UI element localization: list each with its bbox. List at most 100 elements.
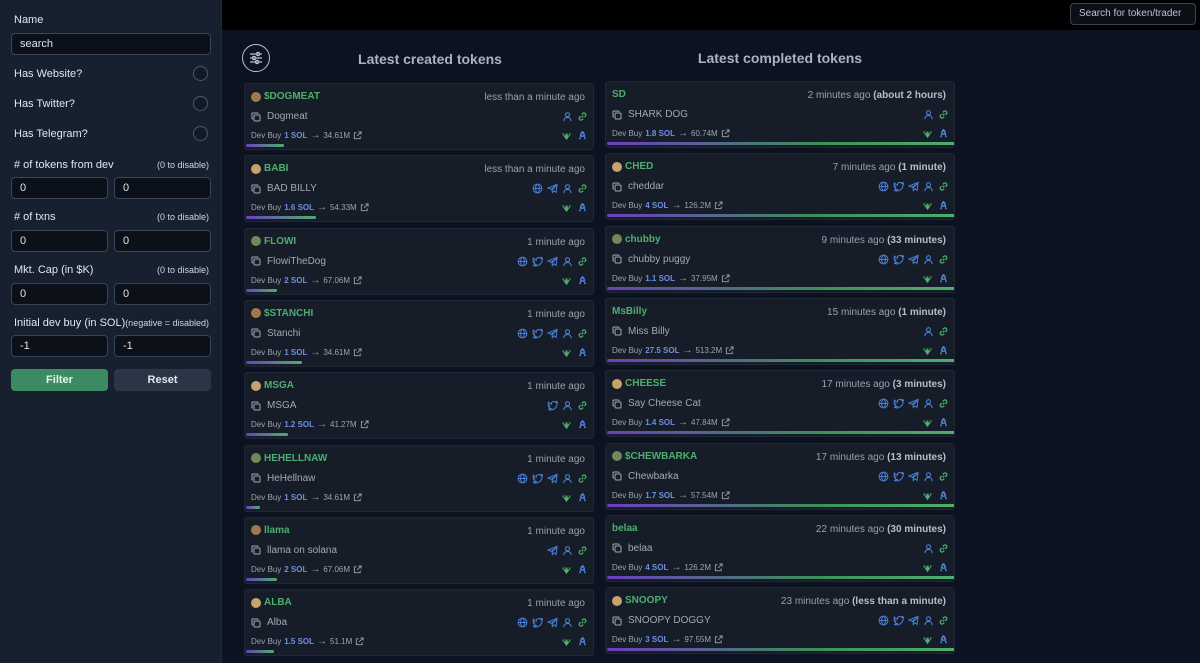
globe-icon[interactable]: [878, 254, 889, 265]
copy-icon[interactable]: [251, 545, 261, 555]
mcap-min-input[interactable]: 0: [11, 283, 108, 305]
copy-icon[interactable]: [612, 182, 622, 192]
globe-icon[interactable]: [532, 183, 543, 194]
globe-icon[interactable]: [878, 615, 889, 626]
token-card[interactable]: CHEESE 17 minutes ago (3 minutes) Say Chee…: [605, 370, 955, 438]
link-icon[interactable]: [938, 109, 949, 120]
has-telegram-checkbox[interactable]: [193, 126, 208, 141]
rocket-icon[interactable]: [577, 202, 588, 213]
external-link-icon[interactable]: [353, 276, 362, 285]
link-icon[interactable]: [577, 473, 588, 484]
reset-button[interactable]: Reset: [114, 369, 211, 391]
link-icon[interactable]: [577, 545, 588, 556]
link-icon[interactable]: [577, 183, 588, 194]
buy-frog-icon[interactable]: [922, 345, 933, 356]
rocket-icon[interactable]: [938, 345, 949, 356]
buy-frog-icon[interactable]: [922, 273, 933, 284]
twitter-icon[interactable]: [893, 470, 904, 482]
buy-frog-icon[interactable]: [561, 275, 572, 286]
rocket-icon[interactable]: [577, 492, 588, 503]
telegram-icon[interactable]: [908, 254, 919, 265]
external-link-icon[interactable]: [353, 565, 362, 574]
token-trader-search-input[interactable]: Search for token/trader: [1070, 3, 1196, 25]
copy-icon[interactable]: [251, 256, 261, 266]
external-link-icon[interactable]: [721, 490, 730, 500]
user-icon[interactable]: [923, 543, 934, 554]
rocket-icon[interactable]: [577, 636, 588, 647]
telegram-icon[interactable]: [547, 617, 558, 628]
has-twitter-checkbox[interactable]: [193, 96, 208, 111]
user-icon[interactable]: [562, 328, 573, 339]
user-icon[interactable]: [562, 400, 573, 411]
token-card[interactable]: $CHEWBARKA 17 minutes ago (13 minutes) Che…: [605, 442, 955, 510]
tokens-from-dev-min-input[interactable]: 0: [11, 177, 108, 199]
user-icon[interactable]: [923, 254, 934, 265]
link-icon[interactable]: [938, 254, 949, 265]
copy-icon[interactable]: [251, 184, 261, 194]
rocket-icon[interactable]: [577, 419, 588, 430]
copy-icon[interactable]: [251, 618, 261, 628]
rocket-icon[interactable]: [938, 273, 949, 284]
external-link-icon[interactable]: [721, 418, 730, 427]
user-icon[interactable]: [562, 183, 573, 194]
link-icon[interactable]: [577, 328, 588, 339]
mcap-max-input[interactable]: 0: [114, 283, 211, 305]
buy-frog-icon[interactable]: [922, 490, 933, 501]
link-icon[interactable]: [577, 111, 588, 122]
token-card[interactable]: SNOOPY 23 minutes ago (less than a minute…: [605, 587, 955, 655]
token-symbol[interactable]: SNOOPY: [625, 595, 668, 607]
copy-icon[interactable]: [612, 326, 622, 336]
filter-button[interactable]: Filter: [11, 369, 108, 391]
buy-frog-icon[interactable]: [561, 347, 572, 358]
user-icon[interactable]: [562, 473, 573, 484]
user-icon[interactable]: [562, 256, 573, 267]
link-icon[interactable]: [938, 181, 949, 192]
rocket-icon[interactable]: [577, 130, 588, 141]
buy-frog-icon[interactable]: [561, 419, 572, 430]
globe-icon[interactable]: [878, 398, 889, 409]
link-icon[interactable]: [938, 471, 949, 482]
link-icon[interactable]: [577, 256, 588, 267]
token-symbol[interactable]: $DOGMEAT: [264, 91, 320, 102]
token-card[interactable]: MSGA 1 minute ago MSGA Dev Buy 1.2 SOL → 41.27…: [244, 372, 594, 440]
link-icon[interactable]: [938, 326, 949, 337]
twitter-icon[interactable]: [893, 254, 904, 265]
rocket-icon[interactable]: [938, 490, 949, 501]
rocket-icon[interactable]: [938, 417, 949, 428]
twitter-icon[interactable]: [532, 256, 543, 267]
telegram-icon[interactable]: [547, 545, 558, 556]
user-icon[interactable]: [562, 617, 573, 628]
txns-max-input[interactable]: 0: [114, 230, 211, 252]
globe-icon[interactable]: [517, 328, 528, 339]
twitter-icon[interactable]: [532, 617, 543, 628]
copy-icon[interactable]: [612, 254, 622, 264]
token-card[interactable]: belaa 22 minutes ago (30 minutes) belaa Dev…: [605, 514, 955, 582]
txns-min-input[interactable]: 0: [11, 230, 108, 252]
external-link-icon[interactable]: [721, 129, 730, 138]
token-card[interactable]: HEHELLNAW 1 minute ago HeHellnaw Dev Buy 1 S…: [244, 444, 594, 512]
token-symbol[interactable]: SD: [612, 89, 626, 100]
link-icon[interactable]: [577, 400, 588, 411]
user-icon[interactable]: [923, 398, 934, 409]
token-symbol[interactable]: HEHELLNAW: [264, 452, 328, 464]
external-link-icon[interactable]: [714, 635, 723, 644]
twitter-icon[interactable]: [893, 181, 904, 192]
twitter-icon[interactable]: [532, 328, 543, 339]
external-link-icon[interactable]: [353, 348, 362, 357]
twitter-icon[interactable]: [547, 400, 558, 411]
buy-frog-icon[interactable]: [561, 492, 572, 503]
buy-frog-icon[interactable]: [922, 200, 933, 211]
user-icon[interactable]: [562, 545, 573, 556]
telegram-icon[interactable]: [908, 615, 919, 626]
dev-buy-min-input[interactable]: -1: [11, 335, 108, 357]
copy-icon[interactable]: [612, 616, 622, 626]
globe-icon[interactable]: [878, 181, 889, 192]
globe-icon[interactable]: [517, 256, 528, 267]
token-symbol[interactable]: MsBilly: [612, 305, 648, 317]
telegram-icon[interactable]: [547, 256, 558, 267]
buy-frog-icon[interactable]: [922, 128, 933, 139]
tokens-from-dev-max-input[interactable]: 0: [114, 177, 211, 199]
external-link-icon[interactable]: [353, 492, 362, 502]
buy-frog-icon[interactable]: [922, 634, 933, 645]
copy-icon[interactable]: [251, 328, 261, 338]
